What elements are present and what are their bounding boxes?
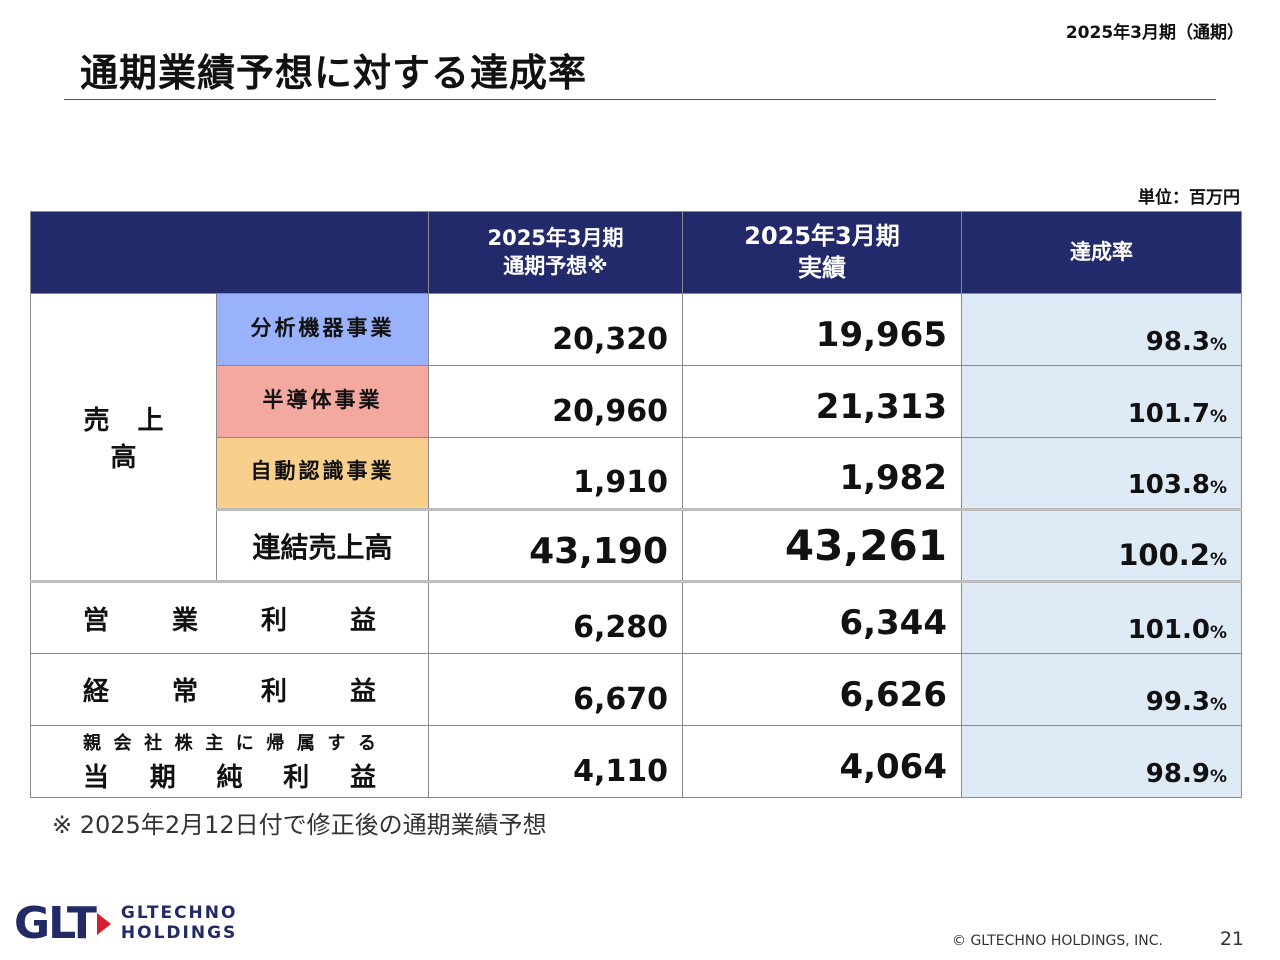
company-logo: GLT GLTECHNO HOLDINGS (14, 902, 237, 946)
logo-text: GLTECHNO HOLDINGS (121, 904, 238, 943)
rate-value: 100.2% (961, 508, 1242, 582)
page-number: 21 (1219, 928, 1244, 950)
forecast-value: 4,110 (428, 725, 683, 798)
label-char: 当 (83, 763, 110, 793)
logo-mark: GLT (14, 898, 97, 949)
label-char: 業 (171, 605, 198, 636)
actual-value: 1,982 (682, 437, 962, 510)
rate-value: 101.7% (961, 365, 1242, 438)
rate-value: 98.9% (961, 725, 1242, 798)
header-forecast-line1: 2025年3月期 (487, 226, 624, 251)
label-char: 純 (216, 763, 243, 793)
period-tag: 2025年3月期（通期） (1065, 23, 1244, 43)
table-header-row: 2025年3月期 通期予想※ 2025年3月期 実績 達成率 (30, 211, 1242, 294)
unit-label: 単位：百万円 (1138, 188, 1240, 208)
segment-analysis: 分析機器事業 (216, 293, 429, 366)
copyright: © GLTECHNO HOLDINGS, INC. (952, 933, 1164, 949)
table-row: 半導体事業 20,960 21,313 101.7% (31, 365, 1242, 438)
sales-label: 売上高 (30, 293, 217, 582)
percent-sign: % (1209, 478, 1227, 498)
label-char: 常 (171, 677, 198, 707)
label-char: 利 (260, 605, 287, 636)
actual-value: 6,626 (682, 653, 962, 726)
label-char: 益 (349, 605, 376, 636)
label-char: 経 (83, 677, 110, 707)
forecast-value: 1,910 (428, 437, 683, 510)
forecast-value: 20,320 (428, 293, 683, 366)
actual-value: 4,064 (682, 725, 962, 798)
label-char: 営 (83, 605, 110, 636)
table-row: 売上高 分析機器事業 20,320 19,965 98.3% (30, 293, 1242, 582)
rate-value: 98.3% (961, 293, 1242, 366)
label-char: 主 (205, 733, 224, 754)
actual-value: 6,344 (682, 580, 962, 654)
footnote: ※ 2025年2月12日付で修正後の通期業績予想 (52, 811, 547, 839)
label-char: 期 (149, 763, 176, 793)
percent-sign: % (1209, 767, 1227, 787)
header-rate: 達成率 (961, 211, 1242, 294)
table-row: 連結売上高 43,190 43,261 100.2% (31, 508, 1242, 582)
segment-semiconductor: 半導体事業 (216, 365, 429, 438)
operating-income-label: 営 業 利 益 (30, 580, 429, 654)
actual-value: 43,261 (682, 508, 962, 582)
rate-value: 103.8% (961, 437, 1242, 510)
label-char: 益 (349, 763, 376, 793)
rate-number: 99.3 (1145, 687, 1210, 717)
label-char: 社 (144, 733, 163, 754)
table-row: 自動認識事業 1,910 1,982 103.8% (31, 437, 1242, 510)
table-row: 親 会 社 株 主 に 帰 属 す る 当 期 純 利 益 (30, 725, 1242, 798)
header-forecast: 2025年3月期 通期予想※ (428, 211, 683, 294)
percent-sign: % (1209, 550, 1227, 570)
header-forecast-line2: 通期予想※ (503, 253, 608, 278)
rate-number: 98.9 (1145, 759, 1210, 789)
label-char: る (357, 733, 376, 754)
logo-triangle-icon (96, 913, 111, 935)
ordinary-income-label: 経 常 利 益 (30, 653, 429, 726)
rate-number: 98.3 (1145, 327, 1210, 357)
label-char: 属 (296, 733, 315, 754)
label-char: 会 (113, 733, 132, 754)
net-income-label: 親 会 社 株 主 に 帰 属 す る 当 期 純 利 益 (30, 725, 429, 798)
rate-value: 101.0% (961, 580, 1242, 654)
label-char: 益 (349, 677, 376, 707)
actual-value: 21,313 (682, 365, 962, 438)
label-char: 利 (283, 763, 310, 793)
page-title: 通期業績予想に対する達成率 (80, 51, 588, 95)
header-actual-line1: 2025年3月期 (744, 222, 900, 251)
header-blank (30, 211, 429, 294)
percent-sign: % (1209, 335, 1227, 355)
achievement-table: 2025年3月期 通期予想※ 2025年3月期 実績 達成率 売上高 分析機器事… (30, 211, 1242, 798)
forecast-value: 43,190 (428, 508, 683, 582)
label-char: 親 (83, 733, 101, 754)
title-divider (64, 99, 1216, 100)
header-actual: 2025年3月期 実績 (682, 211, 962, 294)
segment-auto-id: 自動認識事業 (216, 437, 429, 510)
table-row: 経 常 利 益 6,670 6,626 99.3% (30, 653, 1242, 726)
table-row: 営 業 利 益 6,280 6,344 101.0% (30, 580, 1242, 654)
rate-number: 100.2 (1118, 538, 1210, 572)
consolidated-label: 連結売上高 (216, 508, 429, 582)
label-char: す (327, 733, 346, 754)
label-char: に (235, 733, 254, 754)
logo-line1: GLTECHNO (120, 903, 238, 924)
label-char: 利 (260, 677, 287, 707)
actual-value: 19,965 (682, 293, 962, 366)
rate-number: 101.0 (1127, 615, 1210, 645)
percent-sign: % (1209, 623, 1227, 643)
forecast-value: 6,280 (428, 580, 683, 654)
label-char: 帰 (266, 733, 285, 754)
percent-sign: % (1209, 407, 1227, 427)
logo-line2: HOLDINGS (120, 923, 238, 943)
header-actual-line2: 実績 (798, 253, 846, 282)
forecast-value: 6,670 (428, 653, 683, 726)
label-char: 株 (174, 733, 193, 754)
rate-number: 101.7 (1127, 399, 1210, 429)
forecast-value: 20,960 (428, 365, 683, 438)
percent-sign: % (1209, 695, 1227, 715)
rate-value: 99.3% (961, 653, 1242, 726)
rate-number: 103.8 (1127, 470, 1210, 500)
